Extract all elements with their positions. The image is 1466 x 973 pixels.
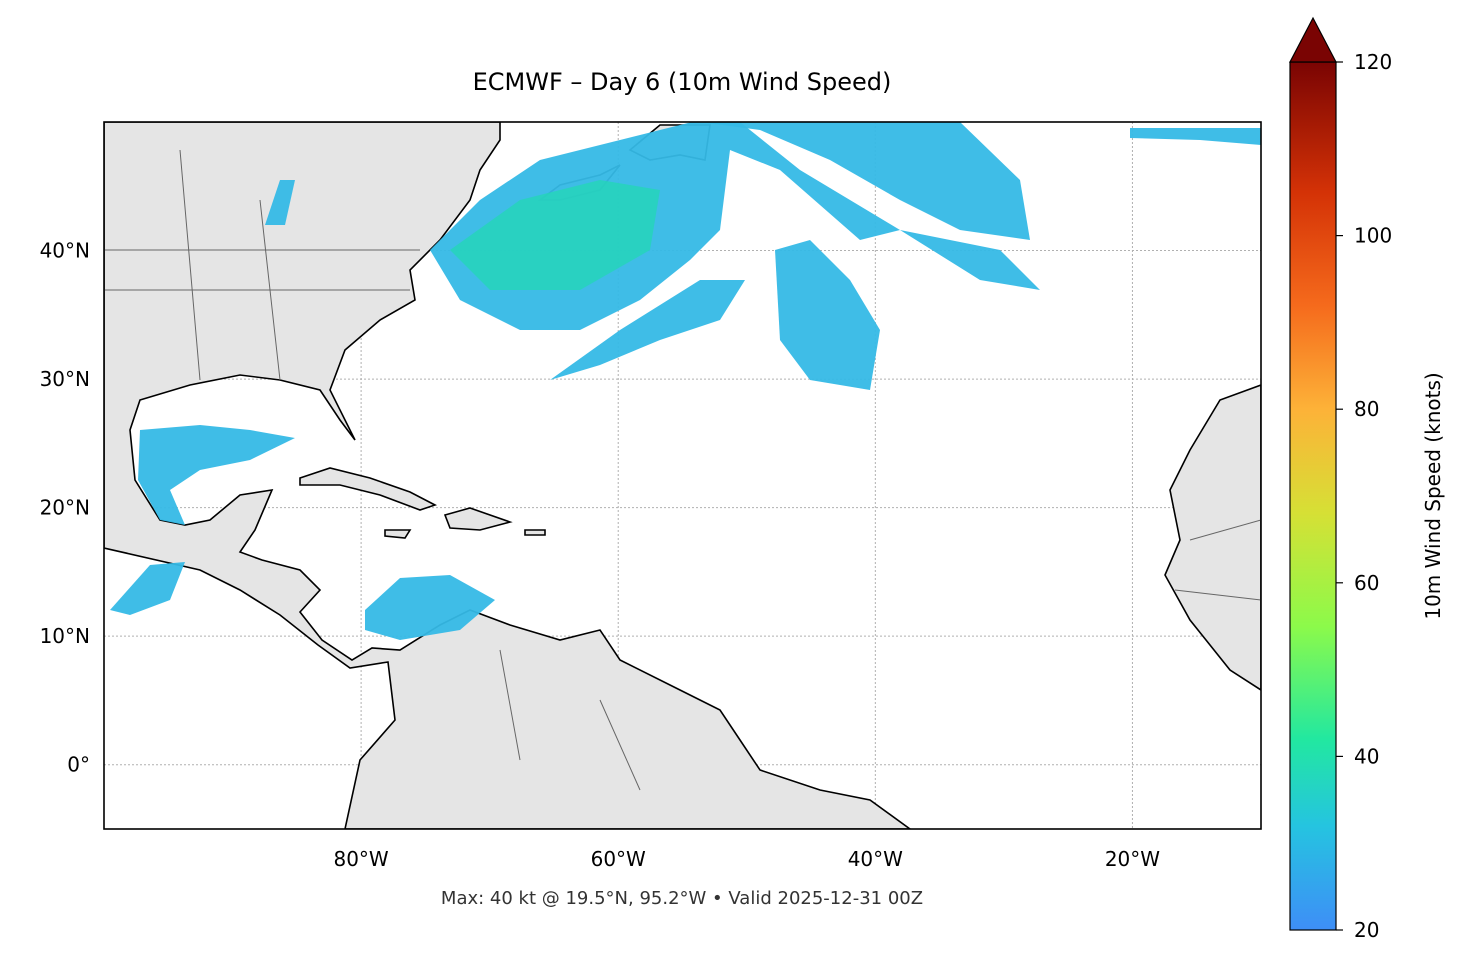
colorbar-tick-label: 100 <box>1354 224 1392 248</box>
colorbar-tick-label: 60 <box>1354 571 1379 595</box>
y-tick-label: 0° <box>67 753 90 777</box>
x-tick-label: 20°W <box>1105 847 1160 871</box>
x-tick-label: 80°W <box>333 847 388 871</box>
colorbar-tick-label: 20 <box>1354 918 1379 942</box>
colorbar-tick-label: 120 <box>1354 50 1392 74</box>
colorbar: 10m Wind Speed (knots) <box>1289 16 1445 931</box>
map-area <box>104 122 1261 829</box>
colorbar-tick-label: 80 <box>1354 397 1379 421</box>
y-tick-label: 10°N <box>40 624 90 648</box>
colorbar-label: 10m Wind Speed (knots) <box>1421 372 1445 619</box>
x-tick-label: 40°W <box>848 847 903 871</box>
x-tick-label: 60°W <box>591 847 646 871</box>
colorbar-extend <box>1289 16 1337 63</box>
y-tick-label: 40°N <box>40 239 90 263</box>
map-frame <box>103 121 1262 830</box>
colorbar-scale <box>1289 61 1337 931</box>
map-note: Max: 40 kt @ 19.5°N, 95.2°W • Valid 2025… <box>441 888 923 909</box>
y-tick-label: 30°N <box>40 367 90 391</box>
y-tick-label: 20°N <box>40 496 90 520</box>
map-title: ECMWF – Day 6 (10m Wind Speed) <box>473 68 892 96</box>
colorbar-tick-label: 40 <box>1354 744 1379 768</box>
wind-field <box>110 122 1261 640</box>
